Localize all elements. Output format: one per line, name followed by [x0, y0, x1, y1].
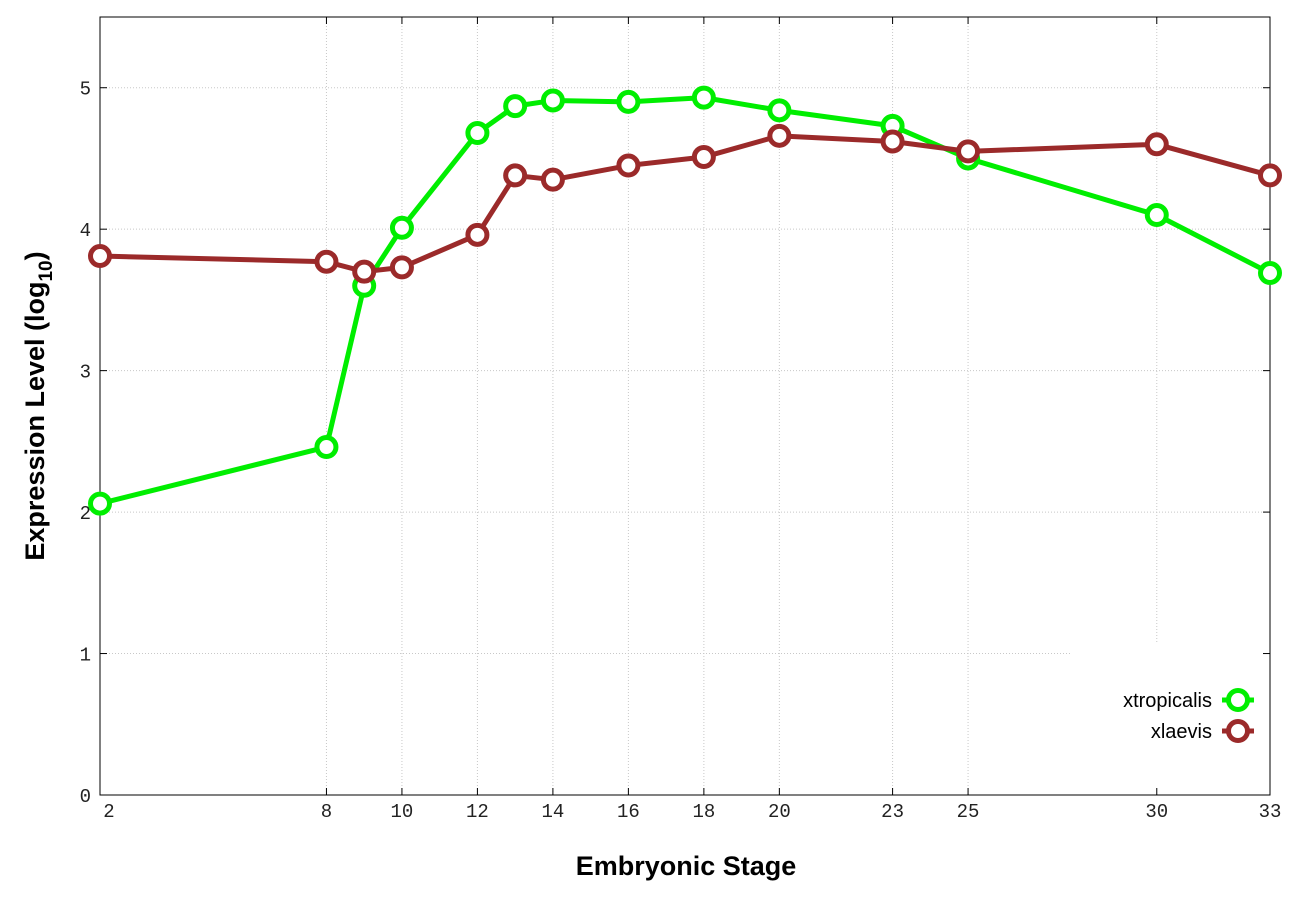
x-tick-label: 18 [692, 801, 715, 823]
y-axis-title-close: ) [20, 251, 50, 260]
series-line-xlaevis [99, 133, 1271, 275]
legend-swatch-marker [1226, 688, 1250, 712]
y-axis-title-subscript: 10 [36, 260, 57, 281]
data-point-xtropicalis [314, 435, 339, 460]
data-point-xlaevis [616, 153, 641, 178]
data-point-xlaevis [956, 139, 981, 164]
data-point-xtropicalis [767, 98, 792, 123]
data-point-xlaevis [767, 123, 792, 148]
y-tick-label: 1 [80, 645, 91, 667]
y-axis-title-main: Expression Level (log [20, 282, 50, 561]
data-point-xtropicalis [1144, 203, 1169, 228]
legend-swatch-marker [1226, 719, 1250, 743]
y-tick-label: 2 [80, 503, 91, 525]
data-point-xtropicalis [465, 120, 490, 145]
legend-item-xlaevis: xlaevis [1151, 719, 1254, 743]
series-xtropicalis [88, 85, 1282, 516]
data-point-xlaevis [314, 249, 339, 274]
data-point-xlaevis [1258, 163, 1282, 188]
data-point-xtropicalis [691, 85, 716, 110]
legend: xtropicalis xlaevis [1123, 688, 1254, 743]
data-point-xtropicalis [88, 491, 112, 516]
y-axis-title: Expression Level (log10) [20, 251, 57, 560]
x-tick-label: 8 [321, 801, 332, 823]
data-point-xlaevis [1144, 132, 1169, 157]
x-tick-label: 16 [617, 801, 640, 823]
plot-frame [99, 16, 1271, 796]
y-tick-label: 3 [80, 362, 91, 384]
data-point-xlaevis [540, 167, 565, 192]
legend-background [1072, 642, 1270, 792]
series-xlaevis [88, 123, 1282, 284]
y-tick-label: 0 [80, 786, 91, 808]
data-point-xlaevis [880, 129, 905, 154]
data-point-xlaevis [389, 255, 414, 280]
data-point-xtropicalis [1258, 261, 1282, 286]
data-point-xlaevis [352, 259, 377, 284]
y-tick-label: 5 [80, 79, 91, 101]
data-point-xlaevis [88, 244, 112, 269]
y-tick-label: 4 [80, 220, 91, 242]
x-tick-label: 25 [957, 801, 980, 823]
x-tick-label: 30 [1145, 801, 1168, 823]
x-tick-label: 12 [466, 801, 489, 823]
x-tick-label: 14 [541, 801, 564, 823]
legend-item-xtropicalis: xtropicalis [1123, 688, 1254, 712]
data-point-xtropicalis [389, 215, 414, 240]
data-point-xtropicalis [503, 94, 528, 119]
series-layer [88, 85, 1282, 516]
x-tick-label: 33 [1259, 801, 1282, 823]
data-point-xtropicalis [616, 89, 641, 114]
x-tick-label: 23 [881, 801, 904, 823]
legend-label: xlaevis [1151, 721, 1212, 743]
data-point-xlaevis [691, 145, 716, 170]
data-point-xlaevis [465, 222, 490, 247]
x-tick-label: 20 [768, 801, 791, 823]
plot-border [99, 16, 1271, 796]
data-point-xtropicalis [540, 88, 565, 113]
data-point-xlaevis [503, 163, 528, 188]
x-axis-title: Embryonic Stage [576, 851, 797, 881]
x-tick-label: 2 [103, 801, 114, 823]
legend-label: xtropicalis [1123, 690, 1212, 712]
x-tick-label: 10 [391, 801, 414, 823]
